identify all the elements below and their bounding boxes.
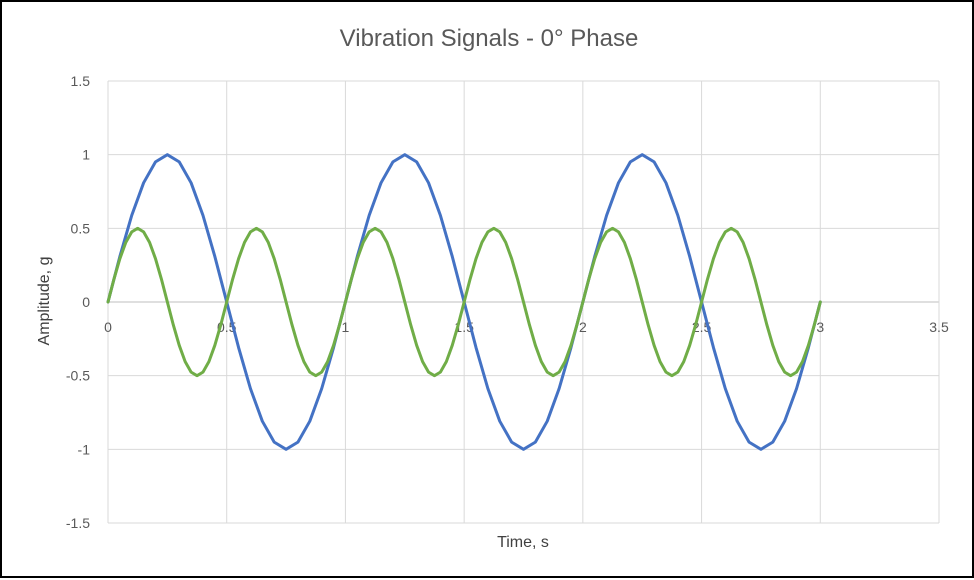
series-layer	[106, 153, 822, 451]
y-tick-label: 0	[82, 294, 90, 310]
x-axis-label: Time, s	[497, 534, 549, 551]
x-tick-label: 3	[816, 319, 824, 335]
x-tick-label: 1	[342, 319, 350, 335]
x-tick-label: 0	[104, 319, 112, 335]
y-tick-label: 1	[82, 147, 90, 163]
y-tick-label: 1.5	[71, 73, 91, 89]
y-tick-label: -0.5	[66, 368, 90, 384]
y-tick-label: 0.5	[71, 220, 91, 236]
y-tick-label: -1	[78, 441, 91, 457]
x-tick-label: 2	[579, 319, 587, 335]
y-tick-label: -1.5	[66, 515, 90, 531]
y-axis-label: Amplitude, g	[36, 257, 53, 346]
chart-title: Vibration Signals - 0° Phase	[340, 25, 639, 52]
x-tick-label: 3.5	[929, 319, 949, 335]
series-line-2	[106, 226, 822, 378]
